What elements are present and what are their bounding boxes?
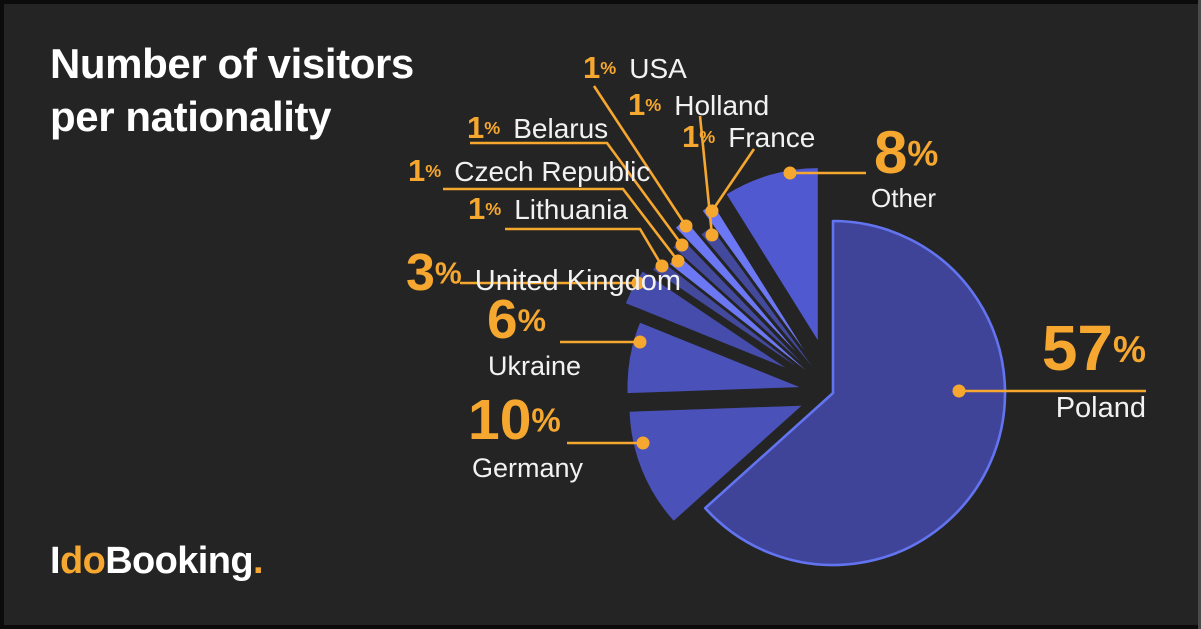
idobooking-logo: IdoBooking.: [50, 540, 264, 583]
percent-sign: %: [600, 58, 617, 79]
leader-dot-holland: [705, 228, 719, 242]
leader-line-france: [710, 148, 756, 212]
pie-slice-usa: [676, 219, 796, 352]
percent-sign: %: [699, 127, 716, 148]
leader-dot-other: [783, 166, 797, 180]
leader-line-usa: [592, 85, 688, 227]
pie-slice-france: [702, 204, 804, 350]
slice-label-czech-republic: Czech Republic: [454, 156, 651, 187]
slice-callout-france: 1% France: [682, 121, 815, 152]
pie-slice-germany: [629, 405, 802, 521]
logo-do: do: [59, 540, 106, 582]
slice-label-other: Other: [871, 183, 937, 213]
slice-value-other: 8%: [874, 119, 939, 186]
leader-dot-belarus: [675, 238, 689, 252]
slice-callout-czech-republic: 1% Czech Republic: [408, 155, 650, 186]
slice-label-germany: Germany: [472, 453, 584, 483]
leader-line-lithuania: [505, 227, 664, 267]
slice-value-france: 1%: [682, 119, 716, 154]
percent-sign: %: [434, 257, 462, 291]
leader-dot-germany: [636, 436, 650, 450]
slice-callout-lithuania: 1% Lithuania: [468, 193, 628, 224]
slice-label-lithuania: Lithuania: [514, 194, 628, 225]
pie-slice-united-kingdom: [625, 271, 786, 368]
slice-value-holland: 1%: [628, 87, 662, 122]
percent-sign: %: [531, 402, 561, 440]
slice-callout-belarus: 1% Belarus: [467, 112, 608, 143]
slice-callout-united-kingdom: 3% United Kingdom: [406, 247, 681, 299]
leader-dot-united-kingdom: [631, 276, 645, 290]
title-line-2: per nationality: [50, 92, 332, 140]
percent-sign: %: [425, 161, 442, 182]
slice-value-ukraine: 6%: [487, 288, 546, 350]
pie-slice-other: [726, 168, 818, 341]
slice-label-usa: USA: [629, 53, 687, 84]
leader-dot-poland: [952, 384, 966, 398]
slice-label-ukraine: Ukraine: [488, 351, 582, 381]
logo-booking: Booking: [105, 540, 253, 582]
percent-sign: %: [645, 95, 662, 116]
percent-sign: %: [1113, 327, 1146, 370]
pie-slice-lithuania: [653, 260, 796, 366]
percent-sign: %: [485, 199, 502, 220]
leader-line-czech-republic: [443, 187, 680, 262]
leader-dot-france: [705, 204, 719, 218]
slice-value-belarus: 1%: [467, 110, 501, 145]
leader-dot-czech-republic: [671, 254, 685, 268]
leader-dot-usa: [679, 219, 693, 233]
page-title: Number of visitors per nationality: [50, 38, 414, 144]
slice-callout-usa: 1% USA: [583, 52, 687, 83]
leader-line-belarus: [470, 141, 684, 246]
slice-label-holland: Holland: [674, 90, 770, 121]
slice-label-france: France: [728, 122, 816, 153]
slice-callout-holland: 1% Holland: [628, 89, 769, 120]
slice-value-czech-republic: 1%: [408, 153, 442, 188]
pie-slice-holland: [701, 227, 813, 367]
slice-label-belarus: Belarus: [513, 113, 609, 144]
slice-value-lithuania: 1%: [468, 191, 502, 226]
logo-dot: .: [253, 540, 264, 582]
slice-label-united-kingdom: United Kingdom: [474, 265, 682, 297]
slice-value-united-kingdom: 3%: [406, 244, 462, 302]
pie-slice-ukraine: [627, 322, 800, 394]
title-line-1: Number of visitors: [50, 40, 414, 87]
pie-slice-belarus: [673, 238, 802, 363]
slice-value-usa: 1%: [583, 50, 617, 85]
percent-sign: %: [517, 301, 546, 338]
leader-dot-lithuania: [655, 259, 669, 273]
pie-slice-poland: [703, 219, 1007, 567]
leader-dot-ukraine: [633, 335, 647, 349]
slice-value-germany: 10%: [468, 388, 561, 452]
logo-i: I: [50, 540, 61, 582]
slice-value-poland: 57%: [1041, 312, 1146, 384]
percent-sign: %: [907, 134, 939, 174]
slice-label-poland: Poland: [1055, 392, 1146, 424]
pie-slice-czech-republic: [669, 254, 806, 370]
percent-sign: %: [484, 118, 501, 139]
